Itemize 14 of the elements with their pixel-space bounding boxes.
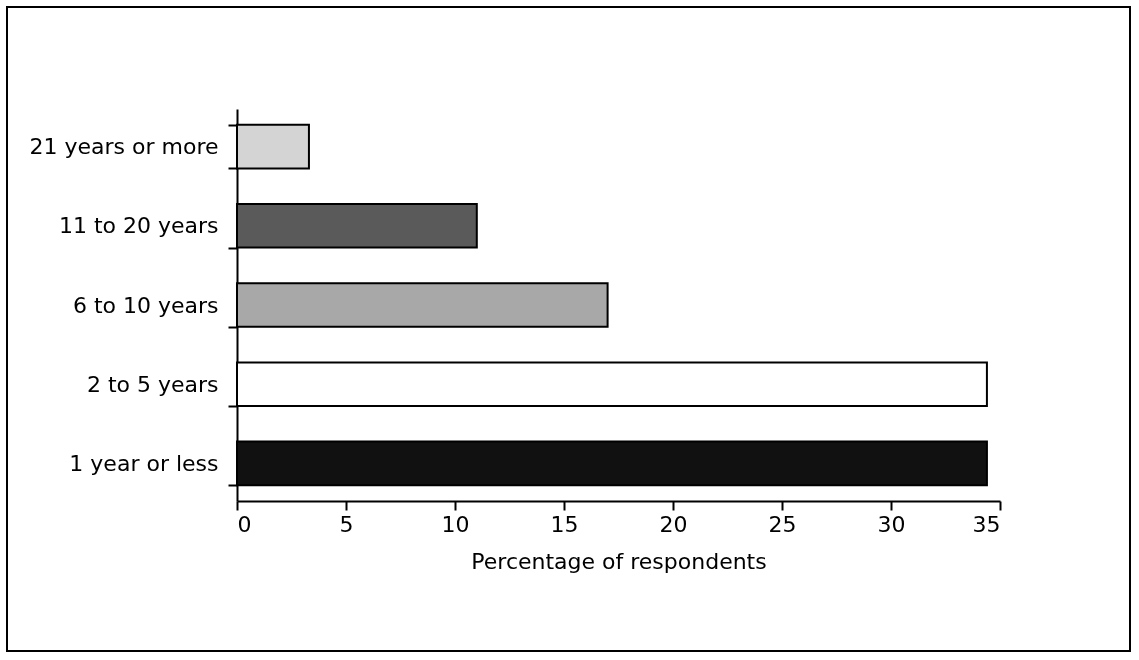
x-axis-title: Percentage of respondents: [471, 548, 767, 574]
x-tick-label: 15: [550, 511, 579, 537]
x-tick-label: 30: [877, 511, 906, 537]
y-tick-label: 2 to 5 years: [86, 371, 219, 397]
x-tick-label: 25: [768, 511, 797, 537]
x-tick-label: 20: [659, 511, 688, 537]
x-tick-label: 5: [339, 511, 354, 537]
y-tick-label: 21 years or more: [29, 134, 219, 160]
y-tick-label: 11 to 20 years: [58, 213, 219, 239]
y-tick-label: 1 year or less: [69, 450, 219, 476]
x-tick-label: 0: [237, 511, 252, 537]
y-tick-label: 6 to 10 years: [72, 292, 219, 318]
x-tick-label: 35: [972, 511, 1001, 537]
x-tick-label: 10: [441, 511, 470, 537]
